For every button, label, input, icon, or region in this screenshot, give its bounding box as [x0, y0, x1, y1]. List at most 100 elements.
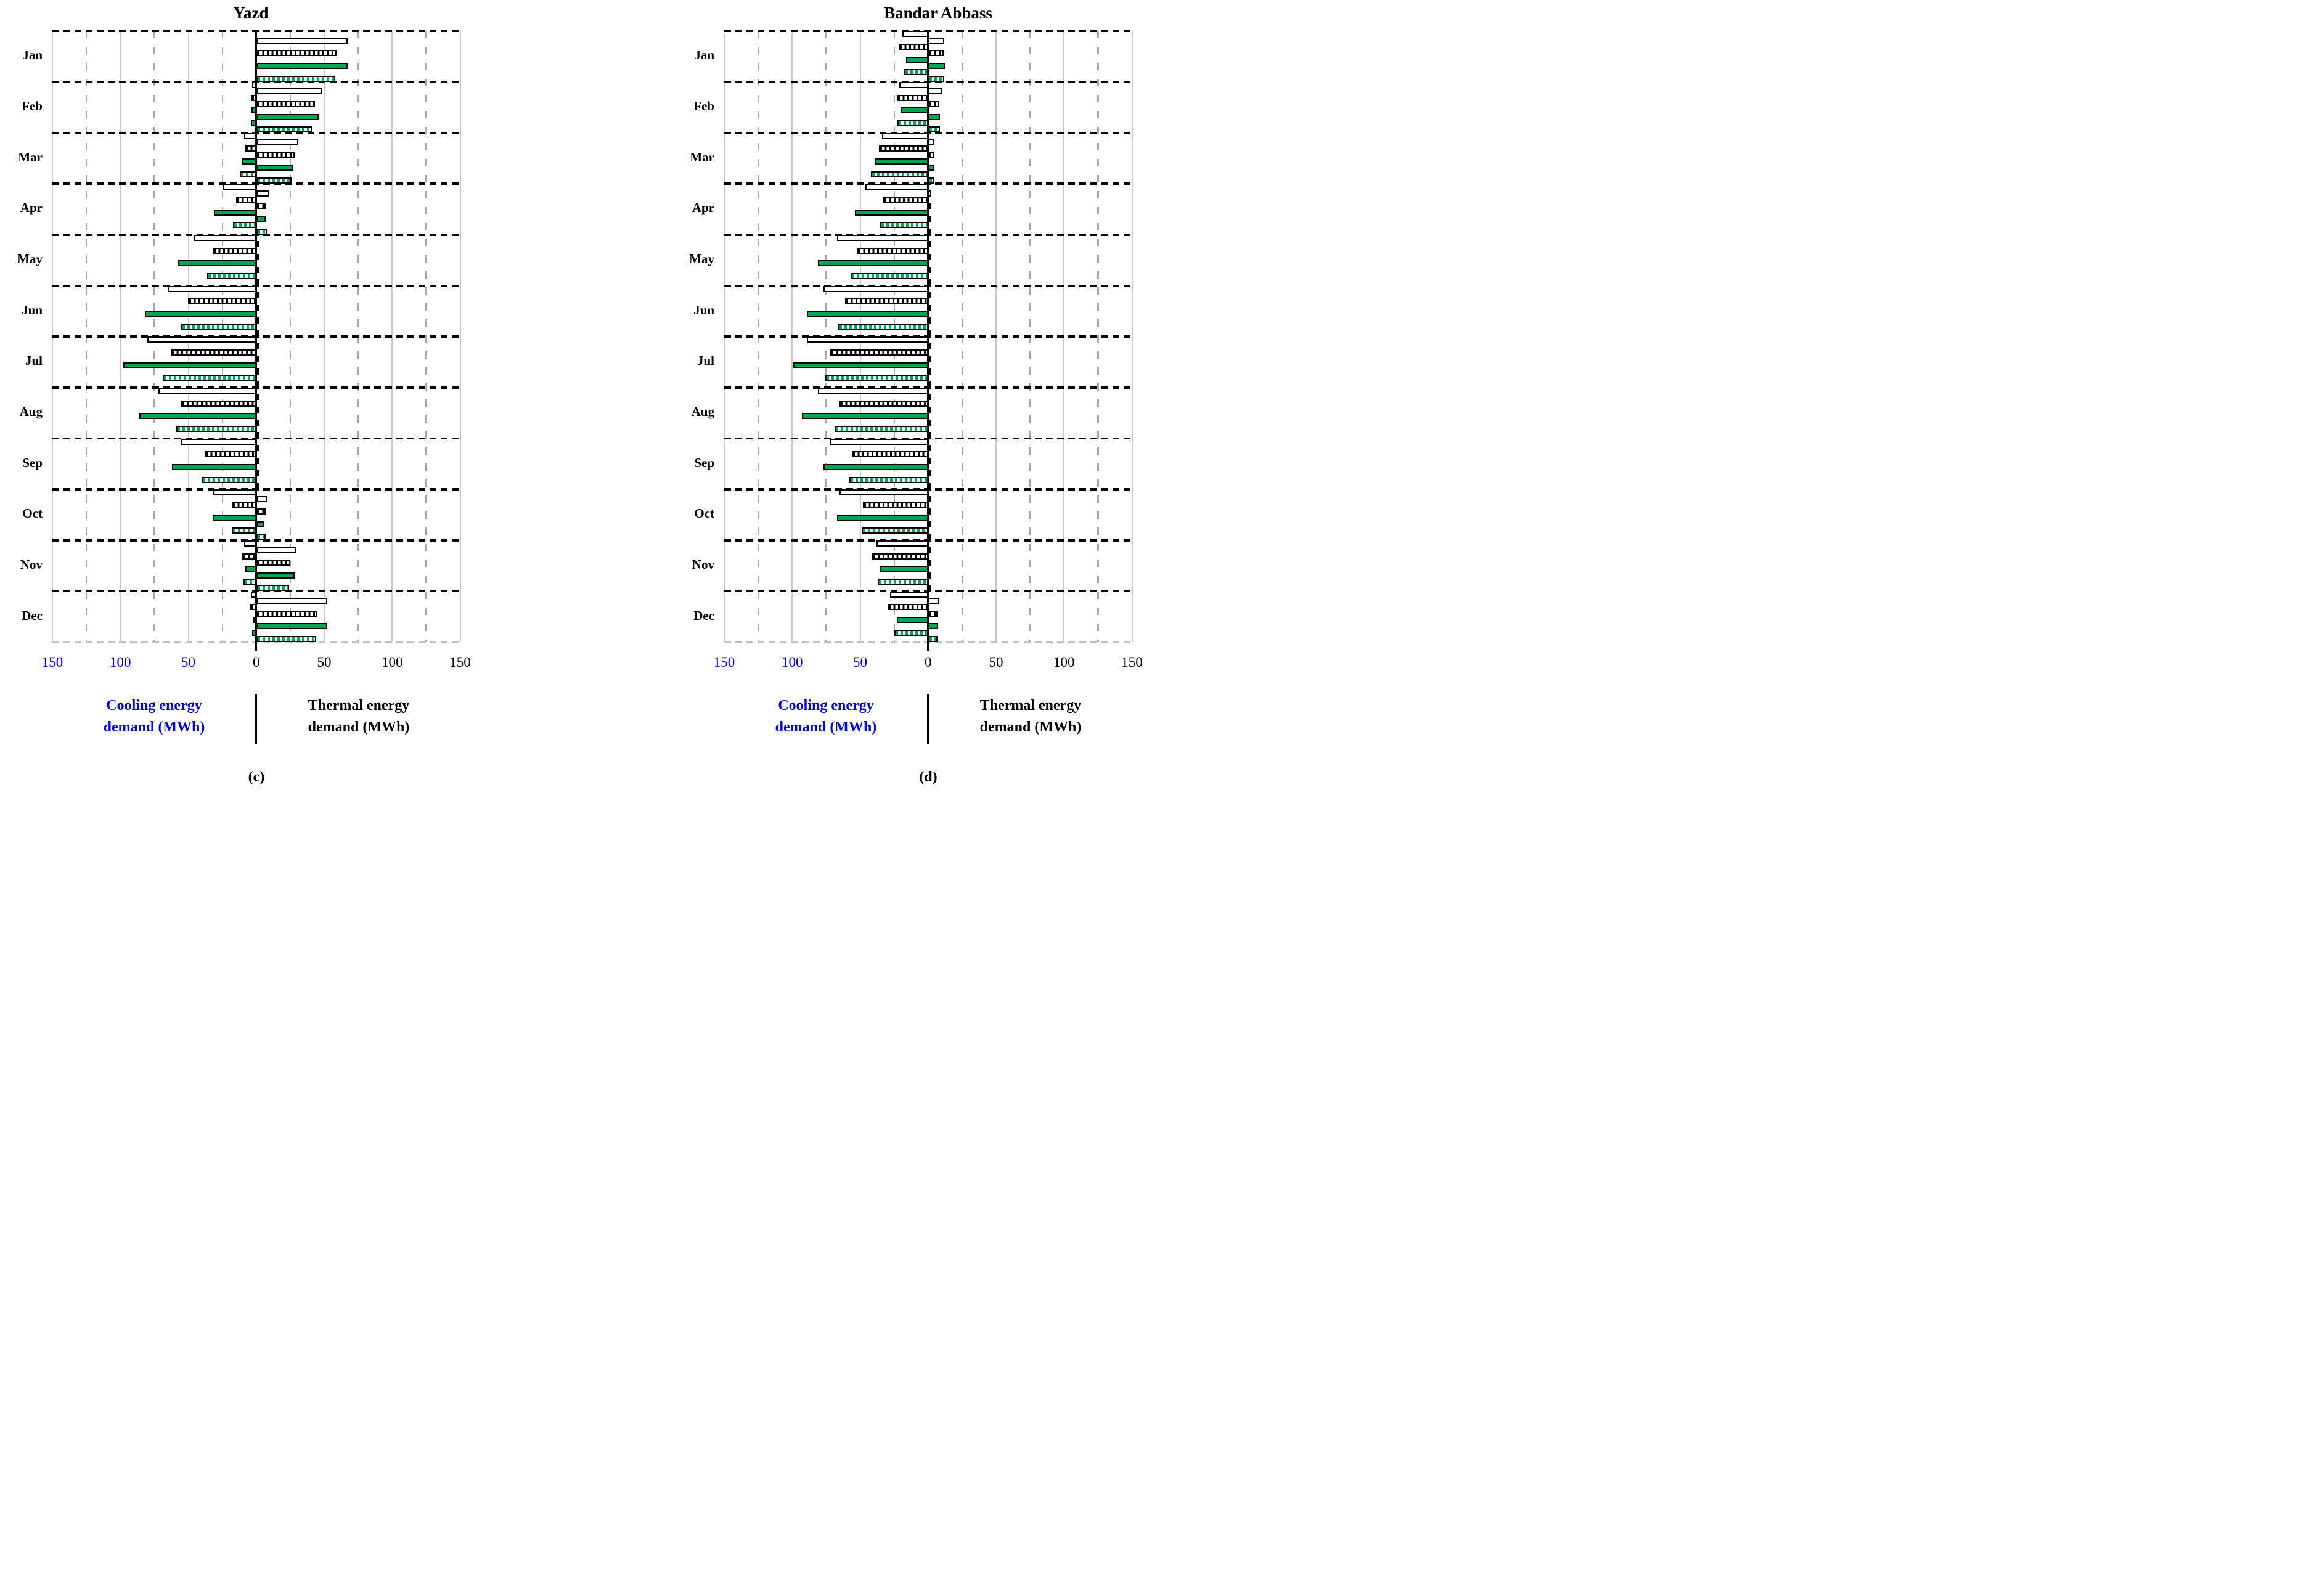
zero-axis	[255, 31, 258, 651]
cooling-axis-label-bandar: Cooling energy demand (MWh)	[775, 698, 877, 735]
bar-cooling-solid-green-nov	[880, 566, 928, 572]
bar-thermal-solid-white-jul	[928, 343, 931, 349]
bar-cooling-black-hatched-jan	[899, 44, 928, 50]
subfigure-label-c: (c)	[248, 769, 265, 785]
bar-thermal-green-hatched-mar	[928, 177, 934, 184]
bar-cooling-solid-white-jul	[147, 336, 256, 343]
bar-thermal-solid-green-mar	[256, 165, 293, 171]
bar-thermal-green-hatched-sep	[256, 483, 259, 489]
x-tick-thermal-150: 150	[1121, 654, 1143, 670]
month-label-aug: Aug	[691, 404, 714, 419]
bar-thermal-solid-green-aug	[928, 419, 931, 426]
bar-cooling-black-hatched-aug	[839, 400, 928, 407]
month-label-aug: Aug	[19, 404, 43, 419]
bar-cooling-solid-white-aug	[158, 388, 256, 394]
bar-thermal-solid-white-feb	[256, 88, 322, 95]
bar-thermal-solid-green-nov	[928, 572, 931, 579]
bar-thermal-green-hatched-may	[256, 279, 259, 286]
month-label-jan: Jan	[22, 47, 43, 63]
bar-thermal-solid-white-apr	[928, 190, 932, 197]
bar-cooling-solid-white-aug	[818, 388, 928, 394]
bar-thermal-solid-green-dec	[928, 623, 939, 630]
bar-thermal-solid-white-may	[256, 241, 259, 248]
thermal-axis-label-yazd: Thermal energy demand (MWh)	[308, 698, 410, 735]
bar-cooling-solid-white-nov	[243, 540, 256, 547]
month-label-mar: Mar	[18, 149, 43, 165]
bar-thermal-solid-green-oct	[928, 521, 931, 527]
month-label-apr: Apr	[692, 200, 714, 216]
bar-thermal-solid-white-apr	[256, 190, 269, 197]
bar-thermal-solid-white-jan	[256, 37, 348, 44]
bar-cooling-solid-green-may	[177, 260, 256, 267]
month-label-jul: Jul	[697, 353, 714, 368]
bar-thermal-solid-white-sep	[928, 445, 931, 451]
bar-thermal-black-hatched-feb	[256, 101, 315, 107]
cooling-axis-label-yazd: Cooling energy demand (MWh)	[103, 698, 205, 735]
month-label-dec: Dec	[22, 608, 43, 623]
bar-cooling-green-hatched-jul	[162, 375, 256, 381]
x-tick-cooling-150: 150	[713, 654, 735, 670]
bar-thermal-black-hatched-mar	[928, 152, 934, 158]
bar-cooling-black-hatched-aug	[181, 400, 256, 407]
x-tick-center-0: 0	[925, 654, 932, 670]
caption-divider-yazd	[255, 694, 257, 744]
bar-cooling-solid-green-jul	[793, 362, 928, 368]
bar-cooling-black-hatched-feb	[896, 94, 928, 101]
bar-cooling-green-hatched-jun	[181, 324, 256, 330]
bar-cooling-solid-green-dec	[253, 617, 256, 623]
bar-thermal-solid-white-nov	[928, 547, 931, 553]
bar-thermal-solid-white-jul	[256, 343, 259, 349]
bar-cooling-black-hatched-mar	[244, 145, 256, 152]
bar-cooling-green-hatched-nov	[878, 579, 928, 585]
bar-cooling-solid-green-oct	[213, 515, 256, 521]
bar-cooling-solid-white-apr	[865, 184, 928, 190]
bar-cooling-solid-white-oct	[839, 489, 928, 496]
bar-thermal-solid-white-dec	[256, 598, 327, 604]
bar-thermal-black-hatched-jul	[928, 356, 931, 362]
bar-thermal-black-hatched-aug	[256, 407, 259, 413]
bar-cooling-green-hatched-jan	[904, 69, 928, 76]
bar-thermal-black-hatched-apr	[928, 203, 931, 210]
bar-cooling-green-hatched-mar	[871, 171, 928, 177]
zero-axis	[927, 31, 929, 651]
bar-thermal-solid-green-jul	[928, 368, 931, 375]
month-label-jul: Jul	[25, 353, 43, 368]
bar-cooling-solid-green-nov	[245, 566, 256, 572]
bar-cooling-black-hatched-apr	[883, 197, 928, 203]
bar-thermal-solid-white-jun	[928, 292, 931, 298]
bar-thermal-solid-green-mar	[928, 165, 934, 171]
figure-energy-demand: Yazd Bandar Abbass Cooling energy demand…	[0, 0, 1152, 798]
bar-thermal-solid-green-apr	[928, 216, 931, 222]
bar-thermal-green-hatched-jul	[256, 381, 259, 388]
bar-thermal-black-hatched-oct	[256, 508, 266, 515]
month-label-dec: Dec	[693, 608, 714, 623]
bar-thermal-black-hatched-jul	[256, 356, 259, 362]
bar-cooling-solid-green-feb	[251, 107, 256, 114]
bar-thermal-black-hatched-feb	[928, 101, 939, 107]
bar-thermal-green-hatched-jan	[928, 75, 945, 82]
bar-thermal-green-hatched-dec	[256, 636, 316, 642]
bar-cooling-black-hatched-jul	[170, 349, 256, 356]
bar-cooling-black-hatched-mar	[879, 145, 928, 152]
bar-cooling-green-hatched-apr	[233, 222, 256, 229]
month-label-oct: Oct	[694, 506, 714, 521]
month-label-sep: Sep	[22, 455, 43, 470]
x-tick-thermal-150: 150	[449, 654, 471, 670]
bar-cooling-solid-green-mar	[875, 158, 928, 165]
month-label-feb: Feb	[22, 99, 43, 113]
x-tick-thermal-50: 50	[989, 654, 1003, 670]
bar-thermal-green-hatched-jun	[928, 330, 931, 336]
bar-thermal-solid-white-aug	[256, 394, 259, 401]
bar-thermal-black-hatched-jun	[256, 304, 259, 311]
month-label-may: May	[17, 251, 43, 266]
bar-cooling-solid-white-jun	[823, 285, 928, 292]
x-tick-thermal-50: 50	[317, 654, 332, 670]
bar-cooling-black-hatched-jul	[830, 349, 928, 356]
bar-cooling-black-hatched-nov	[872, 553, 928, 560]
month-label-sep: Sep	[694, 455, 714, 470]
bar-thermal-solid-green-aug	[256, 419, 259, 426]
bar-thermal-solid-green-nov	[256, 572, 295, 579]
bar-thermal-green-hatched-nov	[256, 585, 289, 592]
gridline-thermal-150	[459, 31, 461, 642]
month-label-jun: Jun	[22, 302, 43, 317]
